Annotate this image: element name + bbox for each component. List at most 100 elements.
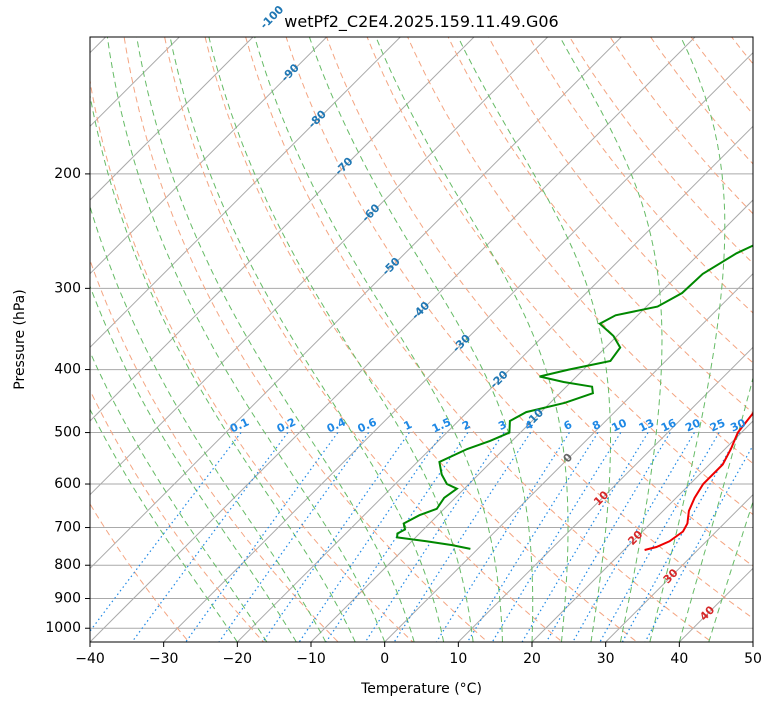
dry-adiabat	[245, 37, 712, 642]
dry-adiabat	[90, 502, 190, 642]
moist-adiabat	[169, 37, 445, 642]
y-tick-label: 400	[54, 362, 81, 378]
isotherm-line	[90, 37, 549, 496]
moist-adiabat	[90, 204, 327, 642]
isotherm-line	[678, 567, 753, 642]
mixing-ratio-label: 2	[460, 418, 472, 433]
moist-adiabat	[375, 37, 569, 642]
mixing-ratio-line	[131, 432, 289, 642]
isotherm-line	[90, 37, 181, 128]
mixing-ratio-label: 16	[659, 416, 679, 434]
moist-adiabat	[208, 37, 474, 642]
dry-adiabat	[285, 37, 753, 619]
moist-adiabat	[708, 500, 753, 642]
isotherm-line	[90, 37, 254, 201]
isotherm-line	[90, 37, 623, 570]
y-axis-label: Pressure (hPa)	[12, 289, 28, 389]
x-tick-label: 50	[744, 651, 762, 667]
mixing-ratio-line	[325, 432, 469, 642]
moist-adiabat	[106, 37, 386, 642]
temperature-line	[644, 411, 753, 551]
y-tick-label: 200	[54, 166, 81, 182]
axis-ticks: −40−30−20−100102030405010020030040050060…	[45, 166, 762, 667]
isopleth-labels: 0.1 0.2 0.4 0.6 1 1.5 2 3 4 6 8 10 13 16 20 25 30-100-90…	[228, 3, 748, 624]
dry-adiabat	[765, 0, 775, 642]
mixing-ratio-line	[262, 432, 410, 642]
moist-adiabat	[678, 376, 753, 642]
x-tick-label: −40	[75, 651, 105, 667]
mixing-ratio-line	[545, 432, 671, 642]
moist-adiabat	[90, 350, 268, 642]
mixing-ratio-label: 25	[708, 416, 727, 434]
dry-adiabat	[407, 37, 753, 465]
isotherm-line	[90, 37, 402, 349]
y-tick-label: 300	[54, 280, 81, 296]
mixing-ratio-line	[621, 432, 741, 642]
dry-adiabat	[90, 77, 414, 642]
mixing-ratio-label: 13	[637, 416, 656, 434]
mixing-ratio-label: 1	[402, 418, 414, 433]
y-tick-label: 1000	[45, 620, 81, 636]
x-tick-label: −30	[149, 651, 179, 667]
isotherm-line	[90, 37, 328, 275]
mixing-ratio-label: 10	[610, 416, 630, 434]
isotherm-line	[457, 346, 753, 642]
dry-adiabat	[90, 389, 264, 642]
y-tick-label: 500	[54, 425, 81, 441]
dry-adiabat	[488, 37, 753, 364]
mixing-ratio-line	[599, 432, 720, 642]
mixing-ratio-label: 20	[683, 416, 703, 434]
dry-adiabat	[123, 37, 488, 642]
mixing-ratio-line	[644, 444, 753, 642]
dry-adiabat	[447, 37, 753, 414]
moist-adiabat	[136, 37, 415, 642]
data-layer	[396, 244, 753, 551]
mixing-ratio-label: 30	[728, 416, 748, 434]
isotherm-label: -80	[306, 107, 329, 130]
moist-adiabat	[254, 37, 503, 642]
dry-adiabat	[569, 37, 753, 264]
mixing-ratio-line	[572, 432, 695, 642]
isotherm-line	[531, 420, 753, 642]
isotherm-label: 30	[661, 566, 681, 586]
isotherm-label: 0	[561, 451, 576, 466]
y-tick-label: 700	[54, 520, 81, 536]
y-tick-label: 900	[54, 590, 81, 606]
x-tick-label: 0	[380, 651, 389, 667]
isotherm-line	[236, 125, 753, 642]
mixing-ratio-line	[364, 432, 505, 642]
plot-frame	[89, 36, 754, 643]
dry-adiabat	[204, 37, 638, 642]
moist-adiabat	[559, 37, 663, 642]
isotherm-label: -100	[258, 3, 287, 32]
isotherm-label: 40	[697, 603, 717, 623]
isotherm-line	[90, 37, 475, 422]
isotherm-line	[163, 51, 753, 642]
isotherm-line	[384, 272, 753, 642]
isotherm-line	[605, 493, 753, 642]
mixing-ratio-line	[185, 432, 339, 642]
y-tick-label: 800	[54, 557, 81, 573]
x-tick-label: 10	[449, 651, 467, 667]
dry-adiabat	[690, 37, 753, 115]
dry-adiabat	[164, 37, 563, 642]
moist-adiabat	[90, 284, 297, 642]
mixing-ratio-line	[90, 432, 242, 633]
moist-adiabat	[308, 37, 534, 642]
dry-adiabat	[366, 37, 753, 516]
moist-adiabat	[90, 93, 356, 642]
x-tick-label: 20	[523, 651, 541, 667]
dewpoint-line	[396, 244, 753, 550]
x-tick-label: 40	[670, 651, 688, 667]
mixing-ratio-label: 6	[562, 418, 575, 433]
x-tick-label: −10	[296, 651, 326, 667]
x-tick-label: −20	[223, 651, 253, 667]
dry-adiabat	[727, 0, 775, 642]
mixing-ratio-line	[466, 432, 599, 642]
dry-adiabat	[90, 258, 339, 642]
y-tick-label: 600	[54, 476, 81, 492]
mixing-ratio-line	[218, 432, 370, 642]
mixing-ratio-line	[521, 432, 649, 642]
x-axis-label: Temperature (°C)	[360, 681, 482, 697]
